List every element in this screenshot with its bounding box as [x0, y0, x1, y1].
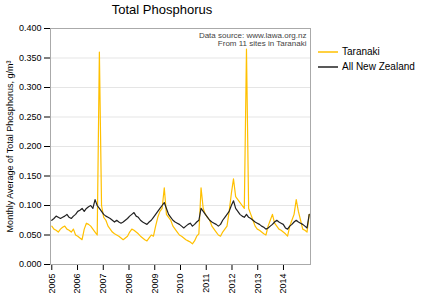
- svg-text:2008: 2008: [124, 274, 134, 294]
- svg-text:2013: 2013: [253, 274, 263, 294]
- svg-text:2005: 2005: [47, 274, 57, 294]
- html-text:Taranaki: Taranaki: [342, 46, 380, 57]
- svg-text:2014: 2014: [278, 274, 288, 294]
- svg-text:0.200: 0.200: [19, 141, 42, 151]
- svg-text:2011: 2011: [201, 274, 211, 293]
- html-text:Total Phosphorus: Total Phosphorus: [111, 2, 213, 17]
- svg-text:0.100: 0.100: [19, 200, 42, 210]
- svg-text:Monthly Average of Total Phosp: Monthly Average of Total Phosphorus, g/m…: [5, 61, 15, 233]
- svg-text:2012: 2012: [227, 274, 237, 294]
- svg-text:0.350: 0.350: [19, 53, 42, 63]
- html-text:All New Zealand: All New Zealand: [342, 61, 415, 72]
- svg-text:0.150: 0.150: [19, 171, 42, 181]
- svg-text:0.000: 0.000: [19, 259, 42, 269]
- svg-text:2006: 2006: [72, 274, 82, 294]
- svg-text:2010: 2010: [175, 274, 185, 294]
- svg-text:0.050: 0.050: [19, 230, 42, 240]
- svg-text:0.400: 0.400: [19, 23, 42, 33]
- svg-text:2007: 2007: [98, 274, 108, 294]
- svg-text:0.300: 0.300: [19, 82, 42, 92]
- svg-text:Data source: www.lawa.org.nzFr: Data source: www.lawa.org.nzFrom 11 site…: [199, 31, 307, 48]
- svg-text:2009: 2009: [150, 274, 160, 294]
- svg-text:0.250: 0.250: [19, 112, 42, 122]
